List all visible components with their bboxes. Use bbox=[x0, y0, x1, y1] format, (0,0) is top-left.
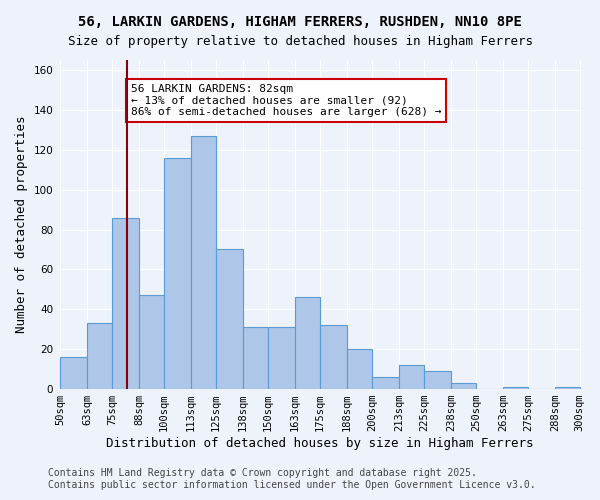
Bar bbox=[399, 365, 424, 389]
Text: 56 LARKIN GARDENS: 82sqm
← 13% of detached houses are smaller (92)
86% of semi-d: 56 LARKIN GARDENS: 82sqm ← 13% of detach… bbox=[131, 84, 442, 117]
Text: 56, LARKIN GARDENS, HIGHAM FERRERS, RUSHDEN, NN10 8PE: 56, LARKIN GARDENS, HIGHAM FERRERS, RUSH… bbox=[78, 15, 522, 29]
Bar bbox=[216, 250, 243, 389]
Text: Size of property relative to detached houses in Higham Ferrers: Size of property relative to detached ho… bbox=[67, 35, 533, 48]
X-axis label: Distribution of detached houses by size in Higham Ferrers: Distribution of detached houses by size … bbox=[106, 437, 534, 450]
Bar bbox=[372, 377, 399, 389]
Bar bbox=[451, 383, 476, 389]
Bar bbox=[424, 371, 451, 389]
Bar bbox=[112, 218, 139, 389]
Bar bbox=[295, 298, 320, 389]
Bar bbox=[268, 328, 295, 389]
Bar bbox=[60, 357, 87, 389]
Bar bbox=[139, 296, 164, 389]
Bar bbox=[164, 158, 191, 389]
Bar bbox=[191, 136, 216, 389]
Bar bbox=[503, 387, 528, 389]
Text: Contains HM Land Registry data © Crown copyright and database right 2025.
Contai: Contains HM Land Registry data © Crown c… bbox=[48, 468, 536, 490]
Bar bbox=[347, 349, 372, 389]
Bar bbox=[87, 324, 112, 389]
Bar bbox=[243, 328, 268, 389]
Y-axis label: Number of detached properties: Number of detached properties bbox=[15, 116, 28, 334]
Bar bbox=[320, 326, 347, 389]
Bar bbox=[555, 387, 580, 389]
